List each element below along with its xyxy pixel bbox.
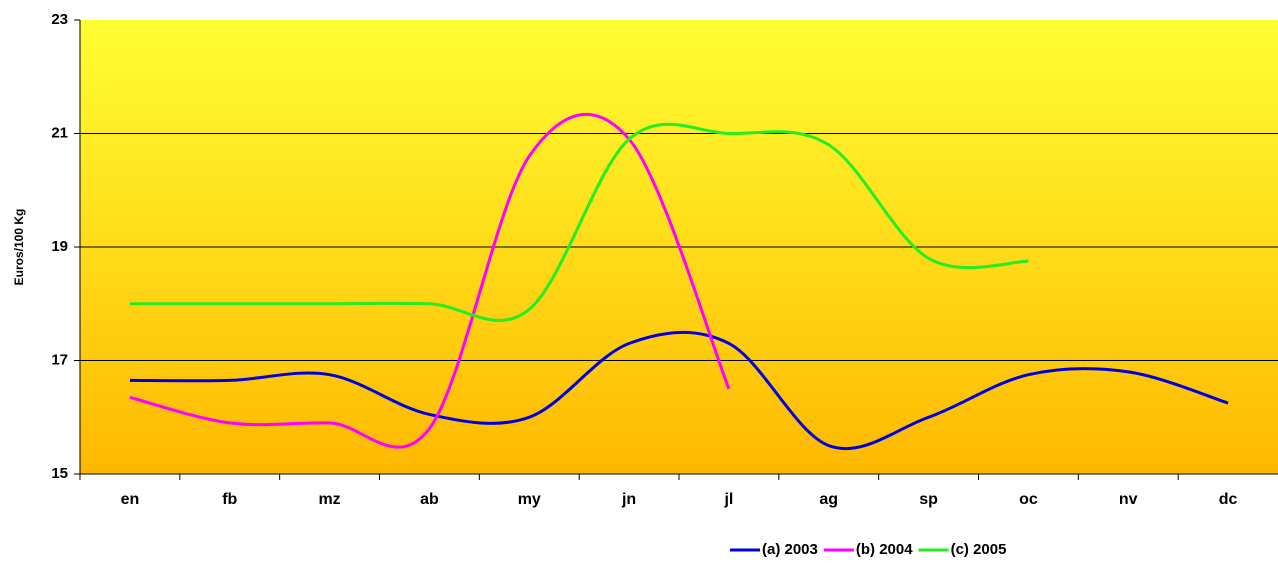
- x-tick-label: my: [518, 491, 541, 508]
- x-tick-label: dc: [1219, 491, 1238, 508]
- y-tick-label: 17: [51, 351, 68, 368]
- x-tick-label: ab: [420, 491, 439, 508]
- y-tick-label: 15: [51, 465, 68, 482]
- legend-label: (c) 2005: [951, 541, 1007, 558]
- series-line: [129, 122, 1029, 322]
- legend-label: (b) 2004: [856, 541, 913, 558]
- legend-label: (a) 2003: [762, 541, 818, 558]
- x-tick-label: oc: [1019, 491, 1038, 508]
- y-tick-label: 23: [51, 11, 68, 28]
- x-tick-label: ag: [819, 491, 838, 508]
- x-tick-label: fb: [222, 491, 237, 508]
- x-tick-label: sp: [919, 491, 938, 508]
- y-axis-label: Euros/100 Kg: [12, 209, 26, 286]
- x-tick-label: jl: [723, 491, 733, 508]
- x-tick-label: mz: [318, 491, 340, 508]
- series-line: [129, 112, 731, 449]
- y-tick-label: 21: [51, 124, 68, 141]
- x-tick-label: en: [121, 491, 140, 508]
- x-tick-label: nv: [1119, 491, 1138, 508]
- series-line: [129, 330, 1229, 451]
- y-tick-label: 19: [51, 238, 68, 255]
- x-tick-label: jn: [621, 491, 636, 508]
